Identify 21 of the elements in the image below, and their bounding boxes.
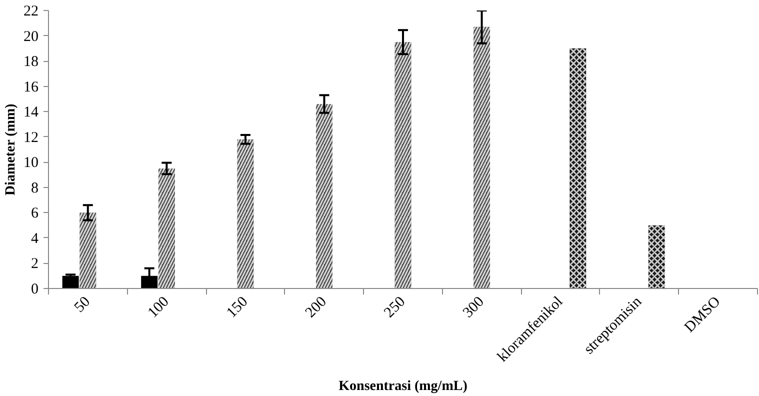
y-tick-label: 18 bbox=[24, 54, 38, 70]
y-tick-label: 0 bbox=[31, 282, 38, 298]
y-tick-label: 12 bbox=[24, 130, 38, 146]
y-tick-label: 22 bbox=[24, 4, 38, 20]
y-tick-label: 2 bbox=[31, 256, 38, 272]
y-tick-label: 14 bbox=[24, 104, 39, 121]
y-tick-label: 4 bbox=[31, 230, 39, 247]
x-axis-title: Konsentrasi (mg/mL) bbox=[338, 378, 468, 394]
y-tick-label: 10 bbox=[24, 155, 38, 172]
x-tick-label: 150 bbox=[224, 294, 252, 322]
y-tick-label: 16 bbox=[24, 79, 39, 96]
y-tick-label: 8 bbox=[31, 180, 38, 196]
x-tick-label: 250 bbox=[381, 294, 409, 322]
y-axis-title: Diameter (mm) bbox=[4, 103, 18, 196]
x-tick-label: 100 bbox=[145, 294, 172, 322]
y-tick-label: 6 bbox=[31, 206, 39, 222]
x-tick-label: 50 bbox=[72, 294, 94, 316]
y-tick-label: 20 bbox=[24, 28, 38, 45]
x-tick-label: 200 bbox=[302, 294, 330, 322]
bar bbox=[62, 276, 79, 288]
x-tick-label: 300 bbox=[460, 294, 488, 322]
